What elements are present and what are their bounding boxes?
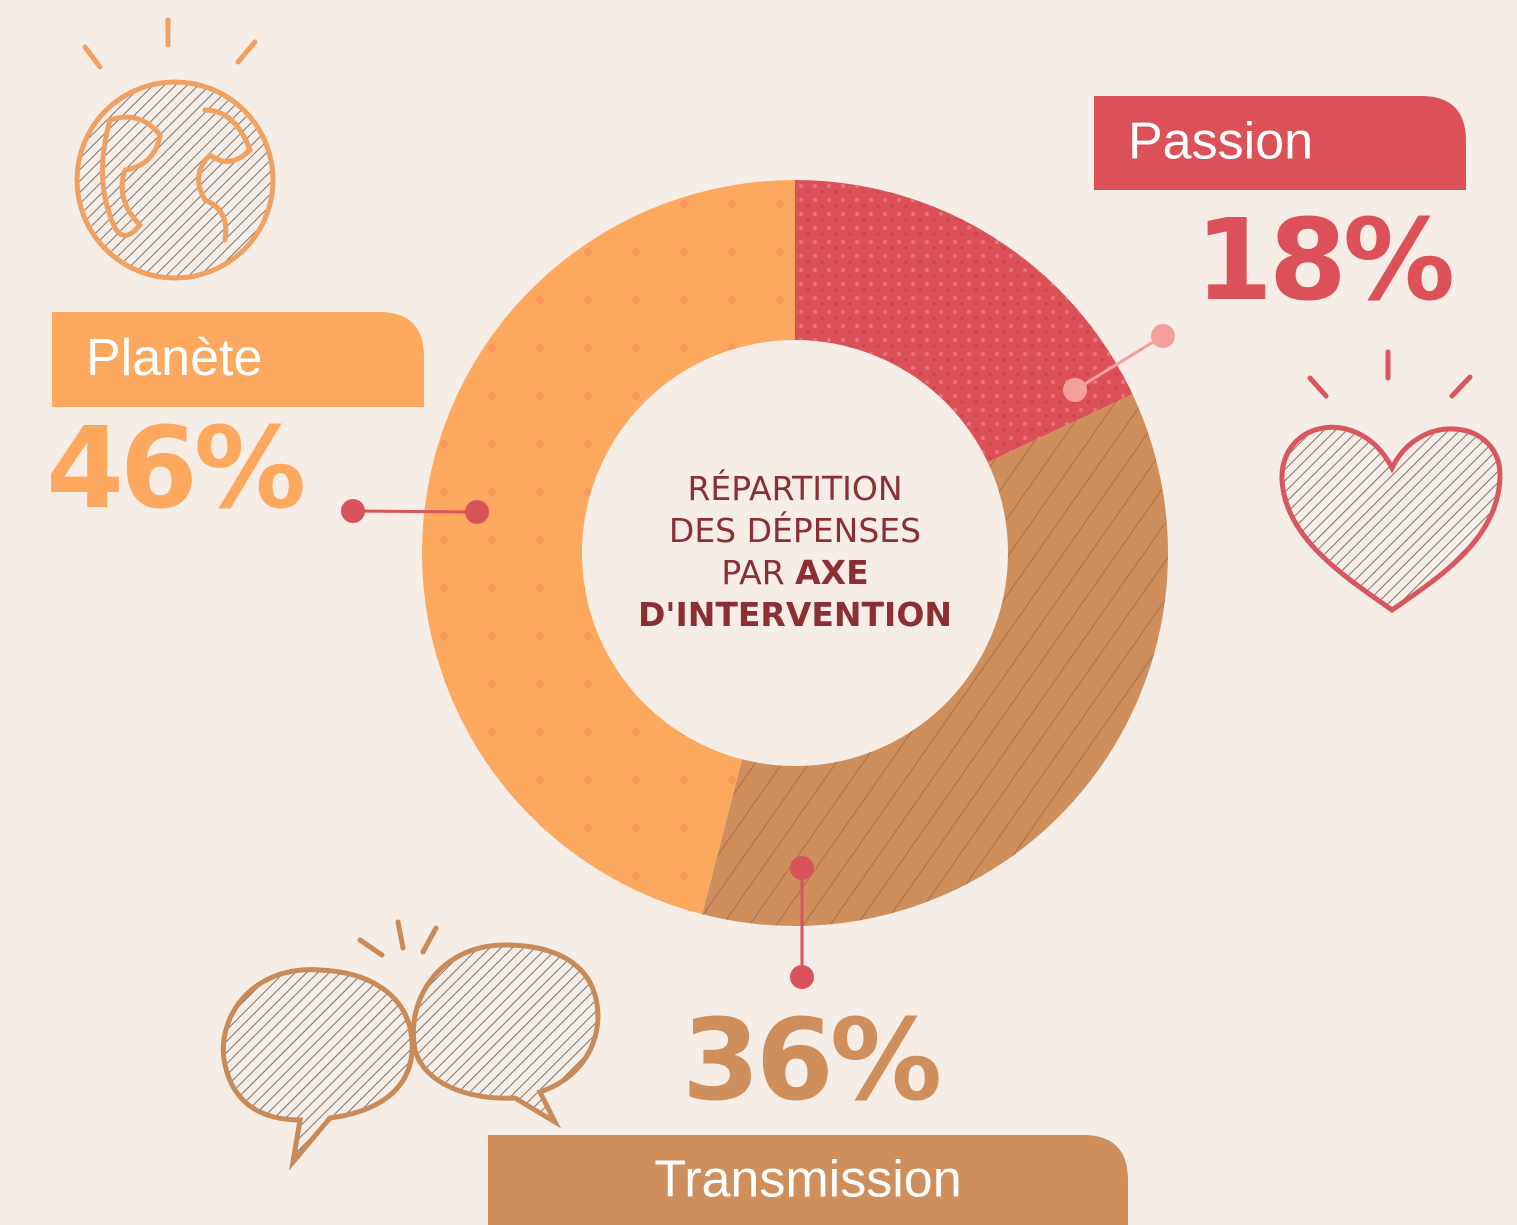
title-part: DES DÉPENSES [669,510,921,550]
chart: RÉPARTITIONDES DÉPENSESPAR AXED'INTERVEN… [0,0,1517,1225]
heart-icon [1282,352,1500,610]
title-part: AXE [795,553,869,592]
globe-icon [77,20,273,278]
connector [353,511,477,512]
value-label: 18% [1195,196,1452,326]
connector-dot [790,856,814,880]
value-label: 46% [46,404,303,534]
connector-dot [341,499,365,523]
value-label: 36% [682,996,939,1126]
connector-dot [790,965,814,989]
legend-label: Planète [86,329,262,387]
title-part: PAR [721,553,795,592]
legend-label: Passion [1128,113,1313,171]
connector-dot [1063,378,1087,402]
connector-dot [465,500,489,524]
connector-dot [1151,324,1175,348]
title-part: RÉPARTITION [687,468,902,508]
title-part: D'INTERVENTION [638,595,952,634]
speech-bubbles-icon [223,922,598,1162]
legend-label: Transmission [654,1151,961,1209]
